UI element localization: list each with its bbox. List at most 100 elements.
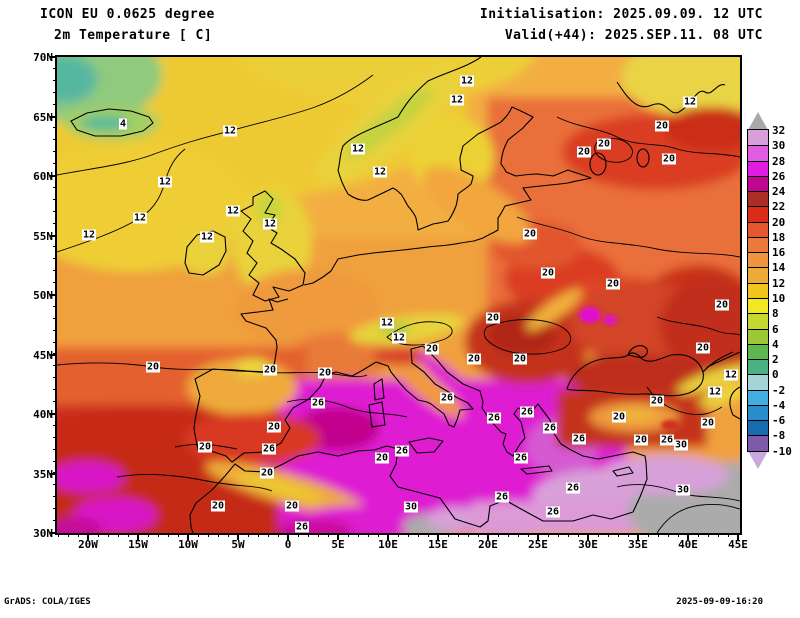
lat-major-tick [50,472,57,475]
model-title: ICON EU 0.0625 degree [40,7,215,22]
colorbar-tick-label: 4 [772,337,779,351]
colorbar-band [748,404,768,421]
colorbar-band [748,175,768,192]
colorbar-tick-label: 12 [772,276,786,290]
lon-minor-tick [128,533,129,537]
colorbar-tick-label: 30 [772,139,786,153]
colorbar-below-arrow [748,450,768,469]
lon-minor-tick [448,533,449,537]
lon-minor-tick [298,533,299,537]
creation-timestamp: 2025-09-09-16:20 [676,597,763,607]
colorbar-tick-label: -10 [772,444,792,458]
colorbar-band [748,221,768,237]
colorbar-tick-label: 22 [772,200,786,214]
colorbar-above-arrow [748,112,768,130]
lat-major-tick [50,294,57,296]
lon-minor-tick [438,533,439,537]
lat-axis-label: 30N [33,527,53,540]
lon-axis-label: 20E [478,538,498,551]
colorbar-band [748,130,768,146]
colorbar-tick-label: -4 [772,398,786,412]
colorbar-band [748,359,768,375]
map-plot-area [55,55,742,535]
lat-major-tick [50,56,57,58]
lon-minor-tick [118,533,119,537]
lon-minor-tick [518,533,519,537]
lon-minor-tick [708,533,709,537]
colorbar-band [748,191,768,207]
lat-axis-label: 50N [33,289,53,302]
colorbar-tick-label: -2 [772,383,786,397]
lat-major-tick [50,532,57,534]
lon-minor-tick [648,533,649,537]
lon-minor-tick [138,533,139,537]
lon-minor-tick [408,533,409,537]
lat-major-tick [50,234,57,237]
lon-minor-tick [308,533,309,537]
lon-minor-tick [608,533,609,537]
lon-minor-tick [358,533,359,537]
lon-minor-tick [488,533,489,537]
lon-minor-tick [658,533,659,537]
lon-minor-tick [598,533,599,537]
colorbar-tick-label: 18 [772,230,786,244]
lon-minor-tick [478,533,479,537]
lon-major-tick [737,533,739,540]
colorbar-tick-label: 16 [772,246,786,260]
lon-minor-tick [728,533,729,537]
lon-minor-tick [278,533,279,537]
lon-minor-tick [108,533,109,537]
colorbar-band [748,206,768,222]
lon-major-tick [487,533,489,540]
lat-axis-label: 40N [33,408,53,421]
lat-axis-label: 65N [33,110,53,124]
lon-minor-tick [678,533,679,537]
lon-minor-tick [638,533,639,537]
lon-major-tick [137,533,139,540]
lon-minor-tick [398,533,399,537]
lon-minor-tick [208,533,209,537]
lon-minor-tick [348,533,349,537]
colorbar-tick-label: 8 [772,307,779,321]
lon-minor-tick [218,533,219,537]
lon-minor-tick [588,533,589,537]
lon-minor-tick [68,533,69,537]
lon-minor-tick [538,533,539,537]
lat-major-tick [50,413,57,415]
colorbar-band [748,160,768,176]
lon-minor-tick [628,533,629,537]
lon-minor-tick [198,533,199,537]
lon-minor-tick [578,533,579,537]
lon-minor-tick [388,533,389,537]
lat-axis-label: 35N [33,467,53,481]
colorbar-band [748,374,768,390]
field-title: 2m Temperature [ C] [54,28,213,43]
lon-major-tick [87,533,89,540]
colorbar-tick-label: 20 [772,215,786,229]
colorbar-band [748,389,768,405]
lon-minor-tick [378,533,379,537]
colorbar-tick-label: 26 [772,169,786,183]
lon-axis-label: 30E [578,538,598,551]
lon-minor-tick [528,533,529,537]
colorbar-tick-label: 10 [772,291,786,305]
lon-minor-tick [338,533,339,537]
lon-axis-label: 25E [528,538,548,551]
colorbar-tick-label: 14 [772,261,786,275]
colorbar-band [748,420,768,436]
lon-minor-tick [168,533,169,537]
lat-major-tick [50,353,57,356]
lon-major-tick [187,533,189,540]
lat-axis-label: 45N [33,348,53,362]
lon-minor-tick [258,533,259,537]
lon-minor-tick [288,533,289,537]
lon-major-tick [237,533,239,540]
colorbar-tick-label: -8 [772,429,786,443]
lon-major-tick [287,533,289,540]
colorbar-tick-label: 32 [772,124,786,137]
colorbar-outline [747,129,769,452]
lon-axis-label: 5E [331,538,345,551]
lon-minor-tick [508,533,509,537]
lon-minor-tick [228,533,229,537]
